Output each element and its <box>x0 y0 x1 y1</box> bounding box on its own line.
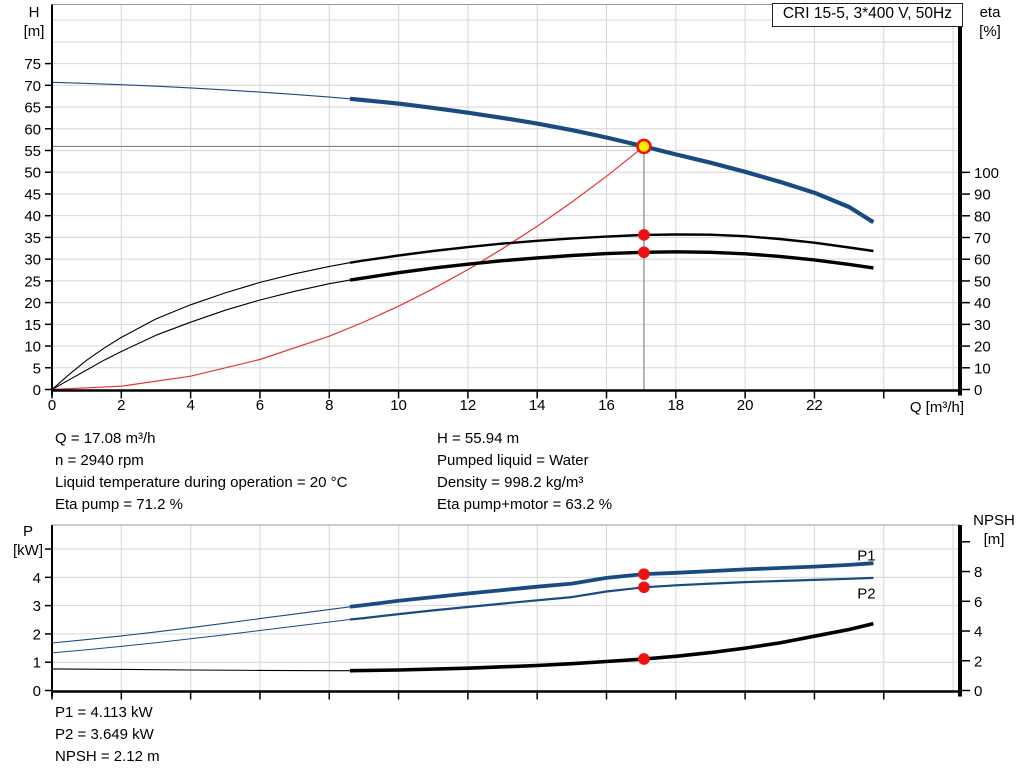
svg-text:18: 18 <box>667 397 684 414</box>
svg-text:80: 80 <box>974 208 991 225</box>
eta-axis-symbol: eta <box>979 4 1001 21</box>
flow-axis-label: Q [m³/h] <box>909 399 964 416</box>
svg-text:50: 50 <box>24 165 41 182</box>
power-axis-symbol: P <box>22 523 33 540</box>
svg-text:35: 35 <box>24 230 41 247</box>
info-line-q: Q = 17.08 m³/h <box>55 430 156 447</box>
info-line-p2: P2 = 3.649 kW <box>55 726 154 743</box>
eta-axis-unit: [%] <box>979 23 1001 40</box>
svg-text:15: 15 <box>24 317 41 334</box>
info-line-density: Density = 998.2 kg/m³ <box>437 474 584 491</box>
svg-text:P2: P2 <box>857 586 875 603</box>
svg-text:0: 0 <box>974 382 982 399</box>
svg-text:4: 4 <box>186 397 194 414</box>
svg-text:70: 70 <box>24 78 41 95</box>
svg-text:50: 50 <box>974 273 991 290</box>
svg-text:8: 8 <box>974 564 982 581</box>
svg-text:45: 45 <box>24 186 41 203</box>
svg-text:0: 0 <box>974 683 982 700</box>
svg-text:40: 40 <box>974 295 991 312</box>
info-line-speed: n = 2940 rpm <box>55 452 144 469</box>
info-line-eta-pump: Eta pump = 71.2 % <box>55 496 183 513</box>
svg-text:40: 40 <box>24 208 41 225</box>
svg-text:P1: P1 <box>857 547 875 564</box>
power-info-block: P1 = 4.113 kW P2 = 3.649 kW NPSH = 2.12 … <box>55 702 160 768</box>
liquid-info-block: H = 55.94 m Pumped liquid = Water Densit… <box>437 428 612 516</box>
svg-text:20: 20 <box>974 339 991 356</box>
svg-text:2: 2 <box>974 653 982 670</box>
svg-text:2: 2 <box>33 626 41 643</box>
svg-text:25: 25 <box>24 273 41 290</box>
svg-text:10: 10 <box>974 360 991 377</box>
svg-text:60: 60 <box>24 121 41 138</box>
svg-text:4: 4 <box>974 624 982 641</box>
svg-text:6: 6 <box>974 594 982 611</box>
svg-text:16: 16 <box>598 397 615 414</box>
svg-text:55: 55 <box>24 143 41 160</box>
svg-text:1: 1 <box>33 655 41 672</box>
info-line-eta-total: Eta pump+motor = 63.2 % <box>437 496 613 513</box>
pump-title-box: CRI 15-5, 3*400 V, 50Hz <box>771 3 963 27</box>
svg-text:2: 2 <box>117 397 125 414</box>
info-line-head: H = 55.94 m <box>437 430 520 447</box>
svg-text:10: 10 <box>390 397 407 414</box>
svg-text:12: 12 <box>460 397 477 414</box>
npsh-axis-label: NPSH [m] <box>966 511 1022 549</box>
info-line-temperature: Liquid temperature during operation = 20… <box>55 474 348 491</box>
svg-text:65: 65 <box>24 100 41 117</box>
svg-text:5: 5 <box>33 360 41 377</box>
svg-text:0: 0 <box>33 683 41 700</box>
power-axis-unit: [kW] <box>13 542 43 559</box>
npsh-axis-unit: [m] <box>983 531 1005 548</box>
head-axis-label: H [m] <box>16 3 52 41</box>
info-line-npsh: NPSH = 2.12 m <box>55 748 160 765</box>
info-line-p1: P1 = 4.113 kW <box>55 704 153 721</box>
svg-text:20: 20 <box>737 397 754 414</box>
svg-text:60: 60 <box>974 252 991 269</box>
svg-text:75: 75 <box>24 56 41 73</box>
svg-text:22: 22 <box>806 397 823 414</box>
npsh-axis-symbol: NPSH <box>973 512 1015 529</box>
power-axis-label: P [kW] <box>6 522 50 560</box>
eta-axis-label: eta [%] <box>970 3 1010 41</box>
svg-text:4: 4 <box>33 570 41 587</box>
svg-text:30: 30 <box>24 252 41 269</box>
svg-text:6: 6 <box>256 397 264 414</box>
info-line-liquid: Pumped liquid = Water <box>437 452 589 469</box>
svg-text:100: 100 <box>974 165 999 182</box>
svg-text:90: 90 <box>974 187 991 204</box>
svg-text:14: 14 <box>529 397 546 414</box>
svg-text:70: 70 <box>974 230 991 247</box>
svg-text:20: 20 <box>24 295 41 312</box>
svg-text:10: 10 <box>24 339 41 356</box>
svg-text:30: 30 <box>974 317 991 334</box>
duty-info-block: Q = 17.08 m³/h n = 2940 rpm Liquid tempe… <box>55 428 347 516</box>
head-axis-unit: [m] <box>23 23 45 40</box>
svg-text:8: 8 <box>325 397 333 414</box>
head-axis-symbol: H <box>28 4 40 21</box>
svg-text:3: 3 <box>33 598 41 615</box>
svg-text:0: 0 <box>33 382 41 399</box>
svg-text:0: 0 <box>48 397 56 414</box>
